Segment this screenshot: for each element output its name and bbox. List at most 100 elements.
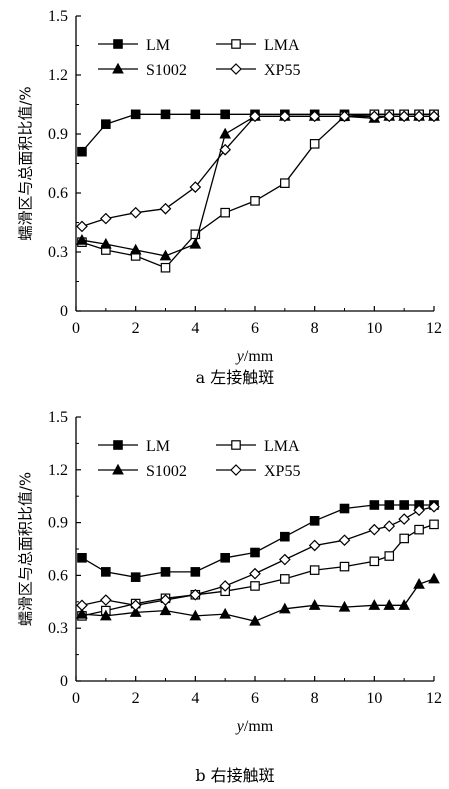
- data-point-S1002: [278, 602, 291, 614]
- data-point-XP55: [308, 110, 321, 123]
- data-point-LM: [130, 109, 141, 120]
- x-tick-label: 0: [72, 690, 80, 707]
- legend: LM LMA S1002 XP55: [98, 37, 300, 79]
- legend-marker-S1002: [112, 463, 124, 475]
- data-point-XP55: [159, 202, 172, 215]
- data-point-S1002: [398, 599, 411, 610]
- x-axis-label-unit: /mm: [244, 718, 274, 735]
- legend-marker-LM: [113, 39, 123, 49]
- legend-label: XP55: [264, 62, 300, 79]
- data-point-S1002: [308, 599, 321, 610]
- series-S1002: [76, 572, 440, 626]
- legend-marker-LMA: [231, 440, 241, 450]
- data-point-XP55: [76, 599, 88, 612]
- data-point-XP55: [219, 143, 232, 156]
- data-point-LM: [77, 552, 87, 563]
- data-point-XP55: [278, 553, 291, 566]
- data-point-XP55: [159, 594, 172, 606]
- y-tick-label: 0.3: [48, 620, 68, 637]
- data-point-LMA: [309, 139, 320, 149]
- x-tick-label: 2: [132, 320, 140, 337]
- legend-marker-XP55: [230, 63, 242, 75]
- y-tick-label: 0.3: [48, 244, 68, 261]
- data-point-S1002: [428, 572, 440, 584]
- data-point-LM: [130, 572, 141, 582]
- y-tick-label: 0.6: [48, 567, 68, 584]
- x-tick-label: 10: [366, 320, 382, 337]
- data-point-XP55: [383, 520, 396, 532]
- data-point-XP55: [428, 110, 440, 123]
- data-point-XP55: [249, 110, 261, 123]
- data-point-LM: [77, 146, 87, 157]
- data-point-XP55: [338, 110, 351, 123]
- data-point-LM: [280, 531, 290, 542]
- data-point-LMA: [384, 551, 395, 561]
- data-point-LM: [190, 109, 201, 120]
- data-point-S1002: [76, 233, 88, 245]
- data-point-LMA: [309, 565, 320, 575]
- y-tick-label: 0.9: [48, 515, 68, 532]
- legend-item-LM: LM: [98, 438, 170, 455]
- x-axis-label-unit: /mm: [244, 348, 274, 365]
- data-point-LM: [309, 516, 320, 526]
- series-LM: [77, 500, 439, 582]
- data-point-XP55: [368, 523, 381, 536]
- y-axis-label: 蠕滑区与总面积比值/%: [17, 472, 35, 626]
- legend-marker-XP55: [230, 464, 242, 476]
- data-point-LMA: [399, 533, 409, 544]
- chart-caption: b 右接触斑: [195, 766, 274, 785]
- data-point-XP55: [278, 110, 291, 123]
- series-S1002: [76, 110, 440, 261]
- data-point-LM: [399, 500, 409, 510]
- y-tick-label: 0.6: [48, 185, 68, 202]
- data-point-S1002: [368, 599, 381, 610]
- data-point-XP55: [219, 580, 232, 592]
- chart-panel-a: 0 0.3 0.6 0.9 1.2 1.5 0 2 4 6 8 10 12 y/mm 蠕滑区与总面积比值/%…: [17, 8, 443, 387]
- legend-label: LMA: [264, 438, 300, 455]
- x-tick-label: 2: [132, 690, 140, 707]
- x-tick-label: 10: [366, 690, 382, 707]
- data-point-LM: [101, 567, 111, 577]
- legend-label: LM: [146, 438, 170, 455]
- legend-marker-LMA: [231, 39, 241, 49]
- data-point-XP55: [398, 110, 411, 123]
- x-axis-label-variable: y: [235, 348, 245, 365]
- data-point-XP55: [413, 110, 425, 123]
- data-point-S1002: [219, 607, 232, 619]
- data-point-XP55: [99, 594, 112, 606]
- data-point-XP55: [338, 534, 351, 547]
- legend-item-S1002: S1002: [98, 62, 187, 79]
- data-point-XP55: [308, 539, 321, 552]
- data-point-LM: [190, 567, 201, 577]
- series-line-S1002: [81, 115, 434, 257]
- data-point-S1002: [129, 606, 142, 617]
- series-line-LMA: [81, 113, 434, 269]
- legend-item-XP55: XP55: [216, 463, 300, 480]
- legend-label: S1002: [146, 62, 187, 79]
- data-point-LMA: [280, 574, 290, 584]
- y-tick-label: 1.2: [48, 67, 68, 84]
- data-point-S1002: [159, 249, 172, 261]
- legend: LM LMA S1002 XP55: [98, 438, 300, 480]
- data-point-S1002: [413, 577, 425, 589]
- x-tick-label: 4: [191, 690, 199, 707]
- series-XP55: [76, 110, 440, 233]
- data-point-LM: [160, 567, 171, 577]
- series-line-LM: [81, 504, 434, 578]
- data-point-XP55: [368, 110, 381, 123]
- data-point-LMA: [250, 581, 260, 591]
- data-point-XP55: [129, 206, 142, 219]
- x-axis-label: y/mm: [235, 718, 274, 735]
- data-point-LM: [101, 119, 111, 129]
- data-point-XP55: [398, 513, 411, 525]
- data-point-LMA: [250, 196, 260, 206]
- data-point-LMA: [414, 524, 424, 535]
- data-point-LMA: [429, 519, 439, 530]
- data-point-XP55: [76, 220, 88, 233]
- data-point-LMA: [220, 207, 230, 218]
- data-point-LM: [220, 109, 230, 120]
- data-point-LMA: [280, 178, 290, 188]
- data-point-LM: [250, 547, 260, 558]
- y-tick-label: 0.9: [48, 126, 68, 143]
